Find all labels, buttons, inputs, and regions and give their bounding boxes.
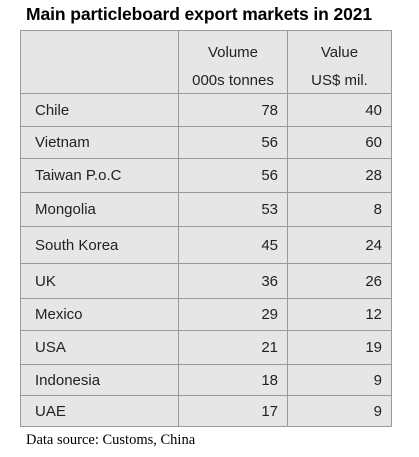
market-name-cell: Indonesia bbox=[20, 364, 179, 396]
table-body: Chile 78 40 Vietnam 56 60 Taiwan P.o.C 56 28 Mong… bbox=[20, 93, 392, 427]
volume-cell: 56 bbox=[178, 158, 288, 193]
volume-cell: 21 bbox=[178, 330, 288, 365]
market-name-cell: Chile bbox=[20, 93, 179, 127]
market-name-cell: Taiwan P.o.C bbox=[20, 158, 179, 193]
table-row: Vietnam 56 60 bbox=[20, 126, 392, 159]
header-value-label: Value bbox=[320, 44, 359, 61]
volume-cell: 17 bbox=[178, 395, 288, 427]
table-header-row: Volume 000s tonnes Value US$ mil. bbox=[20, 30, 392, 94]
volume-cell: 78 bbox=[178, 93, 288, 127]
volume-cell: 45 bbox=[178, 226, 288, 264]
header-volume-cell: Volume 000s tonnes bbox=[178, 30, 288, 94]
volume-cell: 29 bbox=[178, 298, 288, 331]
value-cell: 24 bbox=[287, 226, 392, 264]
header-value-cell: Value US$ mil. bbox=[287, 30, 392, 94]
volume-cell: 36 bbox=[178, 263, 288, 299]
table-row: Mongolia 53 8 bbox=[20, 192, 392, 227]
table-row: USA 21 19 bbox=[20, 330, 392, 365]
header-market-cell bbox=[20, 30, 179, 94]
market-name-cell: Mongolia bbox=[20, 192, 179, 227]
table-row: Chile 78 40 bbox=[20, 93, 392, 127]
market-name-cell: UK bbox=[20, 263, 179, 299]
chart-title: Main particleboard export markets in 202… bbox=[26, 4, 373, 24]
value-cell: 19 bbox=[287, 330, 392, 365]
value-cell: 8 bbox=[287, 192, 392, 227]
market-name-cell: Mexico bbox=[20, 298, 179, 331]
value-cell: 40 bbox=[287, 93, 392, 127]
export-markets-table: Volume 000s tonnes Value US$ mil. Chile 7… bbox=[20, 30, 392, 427]
volume-cell: 53 bbox=[178, 192, 288, 227]
market-name-cell: UAE bbox=[20, 395, 179, 427]
header-volume-unit: 000s tonnes bbox=[192, 72, 274, 89]
value-cell: 9 bbox=[287, 395, 392, 427]
header-volume-label: Volume bbox=[207, 44, 259, 61]
data-source-note: Data source: Customs, China bbox=[26, 432, 196, 448]
value-cell: 28 bbox=[287, 158, 392, 193]
value-cell: 60 bbox=[287, 126, 392, 159]
market-name-cell: Vietnam bbox=[20, 126, 179, 159]
volume-cell: 56 bbox=[178, 126, 288, 159]
table-row: South Korea 45 24 bbox=[20, 226, 392, 264]
market-name-cell: USA bbox=[20, 330, 179, 365]
table-row: UAE 17 9 bbox=[20, 395, 392, 427]
table-row: UK 36 26 bbox=[20, 263, 392, 299]
table-row: Taiwan P.o.C 56 28 bbox=[20, 158, 392, 193]
table-row: Indonesia 18 9 bbox=[20, 364, 392, 396]
value-cell: 9 bbox=[287, 364, 392, 396]
table-row: Mexico 29 12 bbox=[20, 298, 392, 331]
value-cell: 26 bbox=[287, 263, 392, 299]
header-value-unit: US$ mil. bbox=[311, 72, 368, 89]
value-cell: 12 bbox=[287, 298, 392, 331]
volume-cell: 18 bbox=[178, 364, 288, 396]
market-name-cell: South Korea bbox=[20, 226, 179, 264]
